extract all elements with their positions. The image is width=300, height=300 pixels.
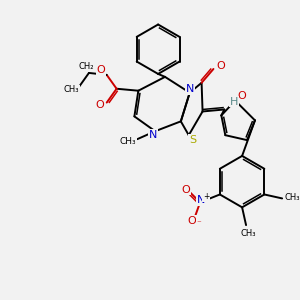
- Text: CH₃: CH₃: [119, 136, 136, 146]
- Text: O: O: [95, 100, 104, 110]
- Text: S: S: [189, 135, 196, 145]
- Text: O: O: [188, 216, 197, 226]
- Text: O: O: [216, 61, 225, 71]
- Text: CH₂: CH₂: [78, 62, 94, 71]
- Text: ⁻: ⁻: [197, 220, 202, 229]
- Text: +: +: [203, 192, 209, 201]
- Text: O: O: [238, 91, 247, 101]
- Text: N: N: [197, 195, 205, 206]
- Text: CH₃: CH₃: [63, 85, 79, 94]
- Text: H: H: [230, 97, 238, 106]
- Text: CH₃: CH₃: [240, 229, 256, 238]
- Text: CH₃: CH₃: [284, 193, 300, 202]
- Text: N: N: [185, 84, 194, 94]
- Text: O: O: [96, 65, 105, 75]
- Text: O: O: [181, 184, 190, 194]
- Text: N: N: [149, 130, 158, 140]
